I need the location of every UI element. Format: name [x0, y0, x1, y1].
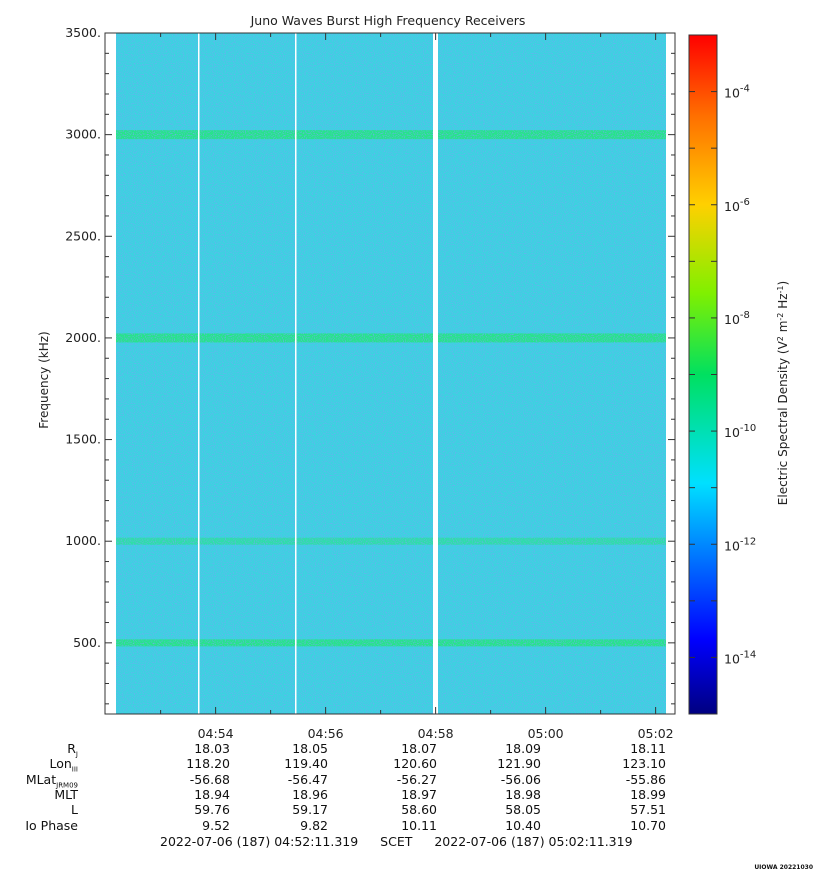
- ephemeris-value: -56.68: [189, 771, 230, 787]
- colorbar-tick-label: 10-12: [724, 536, 756, 553]
- y-tick-label: 500.: [73, 635, 101, 650]
- colorbar-tick-label: 10-8: [724, 310, 750, 327]
- ephemeris-value: 18.99: [630, 786, 666, 802]
- ephemeris-value: 59.17: [292, 802, 328, 818]
- colorbar: 10-4 10-6 10-8 10-10 10-12 10-14: [688, 34, 756, 715]
- ephemeris-value: 18.05: [292, 741, 328, 756]
- ephemeris-value: 121.90: [497, 756, 541, 772]
- plot-frame: [104, 32, 676, 715]
- ephemeris-value: 10.70: [630, 817, 666, 833]
- y-tick-label: 3000.: [65, 127, 101, 142]
- colorbar-label: Electric Spectral Density (V2 m-2 Hz-1): [776, 281, 791, 505]
- ephemeris-label: LonIII: [49, 756, 78, 774]
- end-time: 2022-07-06 (187) 05:02:11.319: [434, 834, 633, 849]
- ephemeris-value: -55.86: [625, 771, 666, 787]
- x-tick-label: 04:56: [308, 726, 344, 741]
- version-stamp: UIOWA 20221030: [754, 864, 813, 871]
- ephemeris-label: RJ: [67, 741, 78, 759]
- ephemeris-value: 18.97: [401, 786, 437, 802]
- x-axis: 04:54 04:56 04:58 05:00 05:02: [160, 33, 674, 741]
- y-axis-label: Frequency (kHz): [37, 331, 51, 428]
- x-tick-label: 05:00: [528, 726, 564, 741]
- y-tick-label: 1000.: [65, 533, 101, 548]
- spectrogram-plot: [105, 33, 675, 714]
- ephemeris-value: 18.09: [505, 741, 541, 756]
- data-gap-2: [295, 33, 297, 714]
- start-time: 2022-07-06 (187) 04:52:11.319: [160, 834, 359, 849]
- ephemeris-value: 9.82: [300, 817, 328, 833]
- time-range-footer: 2022-07-06 (187) 04:52:11.319 SCET 2022-…: [160, 834, 651, 849]
- ephemeris-value: 57.51: [630, 802, 666, 818]
- ephemeris-value: 10.40: [505, 817, 541, 833]
- data-gap-1: [198, 33, 200, 714]
- ephemeris-value: 18.98: [505, 786, 541, 802]
- ephemeris-value: 18.03: [194, 741, 230, 756]
- ephemeris-value: 123.10: [622, 756, 666, 772]
- ephemeris-label: MLatJRM09: [25, 771, 78, 790]
- chart-title: Juno Waves Burst High Frequency Receiver…: [250, 13, 526, 28]
- ephemeris-value: 59.76: [194, 802, 230, 818]
- ephemeris-value: -56.27: [396, 771, 437, 787]
- x-tick-label: 04:58: [418, 726, 454, 741]
- ephemeris-value: 18.94: [194, 786, 230, 802]
- y-tick-label: 3500.: [65, 25, 101, 40]
- y-tick-label: 2500.: [65, 228, 101, 243]
- ephemeris-value: 10.11: [401, 817, 437, 833]
- colorbar-tick-label: 10-4: [724, 84, 750, 101]
- data-gap-3: [433, 33, 438, 714]
- noise-speckle: [116, 33, 666, 714]
- ephemeris-label: MLT: [54, 786, 78, 802]
- ephemeris-value: -56.47: [287, 771, 328, 787]
- x-tick-label: 04:54: [198, 726, 234, 741]
- y-tick-label: 2000.: [65, 330, 101, 345]
- ephemeris-value: 18.07: [401, 741, 437, 756]
- ephemeris-value: -56.06: [500, 771, 541, 787]
- ephemeris-label: Io Phase: [25, 817, 78, 833]
- ephemeris-value: 18.96: [292, 786, 328, 802]
- x-tick-label: 05:02: [638, 726, 674, 741]
- ephemeris-value: 118.20: [186, 756, 230, 772]
- y-tick-label: 1500.: [65, 432, 101, 447]
- time-frame: SCET: [380, 834, 413, 849]
- colorbar-tick-label: 10-6: [724, 197, 750, 214]
- ephemeris-value: 58.60: [401, 802, 437, 818]
- ephemeris-label: L: [71, 802, 78, 818]
- ephemeris-value: 18.11: [630, 741, 666, 756]
- ephemeris-value: 120.60: [393, 756, 437, 772]
- colorbar-tick-label: 10-14: [724, 649, 756, 666]
- ephemeris-value: 9.52: [202, 817, 230, 833]
- ephemeris-value: 119.40: [284, 756, 328, 772]
- y-axis: 500. 1000. 1500. 2000. 2500. 3000. 3500.: [65, 25, 675, 705]
- colorbar-tick-label: 10-10: [724, 423, 756, 440]
- ephemeris-value: 58.05: [505, 802, 541, 818]
